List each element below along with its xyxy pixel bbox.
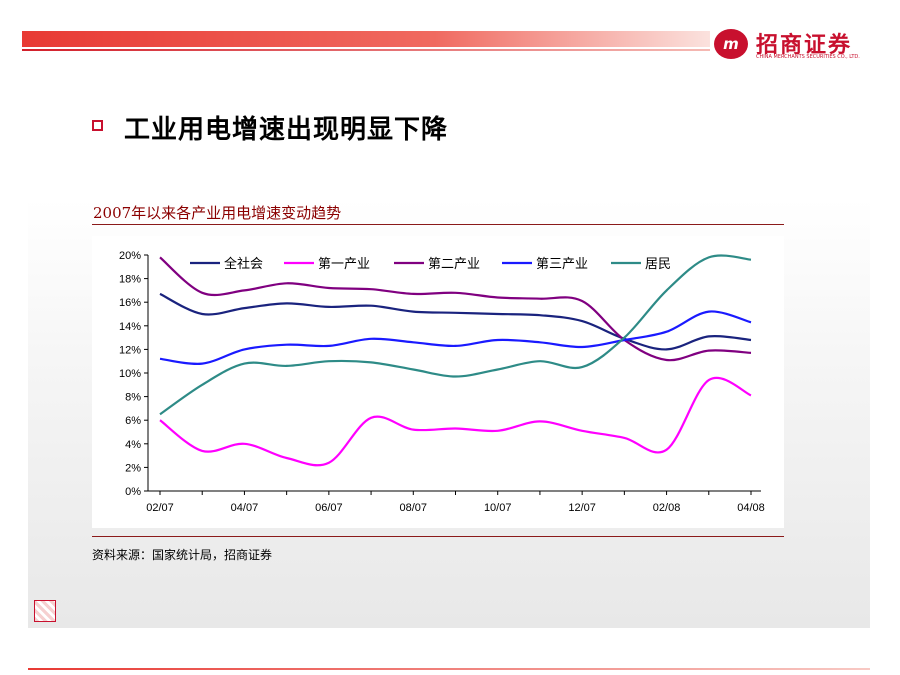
footer-bar: [28, 668, 870, 670]
x-tick-label: 08/07: [400, 502, 428, 514]
legend-label-3: 第二产业: [428, 256, 480, 271]
slide-heading: 工业用电增速出现明显下降: [124, 115, 449, 145]
line-chart: 0% 2% 4% 6% 8% 10% 12% 14% 16% 18% 20% 02/07 04/07 06…: [119, 250, 765, 514]
series-line-3: [159, 256, 752, 362]
y-tick-label: 4%: [125, 439, 141, 451]
legend-label-5: 居民: [645, 256, 671, 271]
logo-badge-icon: m: [714, 29, 748, 59]
chart-area: 0% 2% 4% 6% 8% 10% 12% 14% 16% 18% 20% 02/07 04/07 06…: [92, 236, 784, 528]
x-tick-label: 02/08: [653, 502, 681, 514]
x-tick-label: 04/07: [231, 502, 259, 514]
y-tick-label: 0%: [125, 486, 141, 498]
legend-label-2: 第一产业: [318, 256, 370, 271]
chart-title: 2007年以来各产业用电增速变动趋势: [93, 204, 342, 222]
x-tick-label: 04/08: [737, 502, 765, 514]
x-tick-label: 12/07: [568, 502, 596, 514]
series-line-2: [159, 376, 752, 467]
bullet-square-icon: [92, 120, 103, 131]
seal-icon: [34, 600, 56, 622]
legend-label-4: 第三产业: [536, 256, 588, 271]
series-line-1: [159, 292, 752, 351]
series-line-5: [159, 254, 752, 416]
source-divider: [92, 536, 784, 537]
logo-text: 招商证券: [756, 33, 853, 58]
y-tick-label: 16%: [119, 297, 141, 309]
logo-english-text: CHINA MERCHANTS SECURITIES CO., LTD.: [756, 54, 860, 60]
header-thin-bar: [22, 49, 710, 51]
y-tick-label: 2%: [125, 462, 141, 474]
x-tick-label: 06/07: [315, 502, 343, 514]
y-tick-label: 20%: [119, 250, 141, 262]
x-tick-label: 02/07: [146, 502, 174, 514]
legend-label-1: 全社会: [224, 256, 263, 271]
y-tick-label: 10%: [119, 368, 141, 380]
y-tick-label: 18%: [119, 274, 141, 286]
header-red-bar: [22, 31, 710, 47]
x-tick-label: 10/07: [484, 502, 512, 514]
y-tick-label: 14%: [119, 321, 141, 333]
title-divider: [92, 224, 784, 225]
y-tick-label: 8%: [125, 392, 141, 404]
series-line-4: [159, 310, 752, 365]
y-tick-label: 12%: [119, 344, 141, 356]
source-note: 资料来源：国家统计局，招商证券: [92, 548, 273, 562]
company-logo: m 招商证券 CHINA MERCHANTS SECURITIES CO., L…: [714, 27, 874, 67]
y-tick-label: 6%: [125, 415, 141, 427]
